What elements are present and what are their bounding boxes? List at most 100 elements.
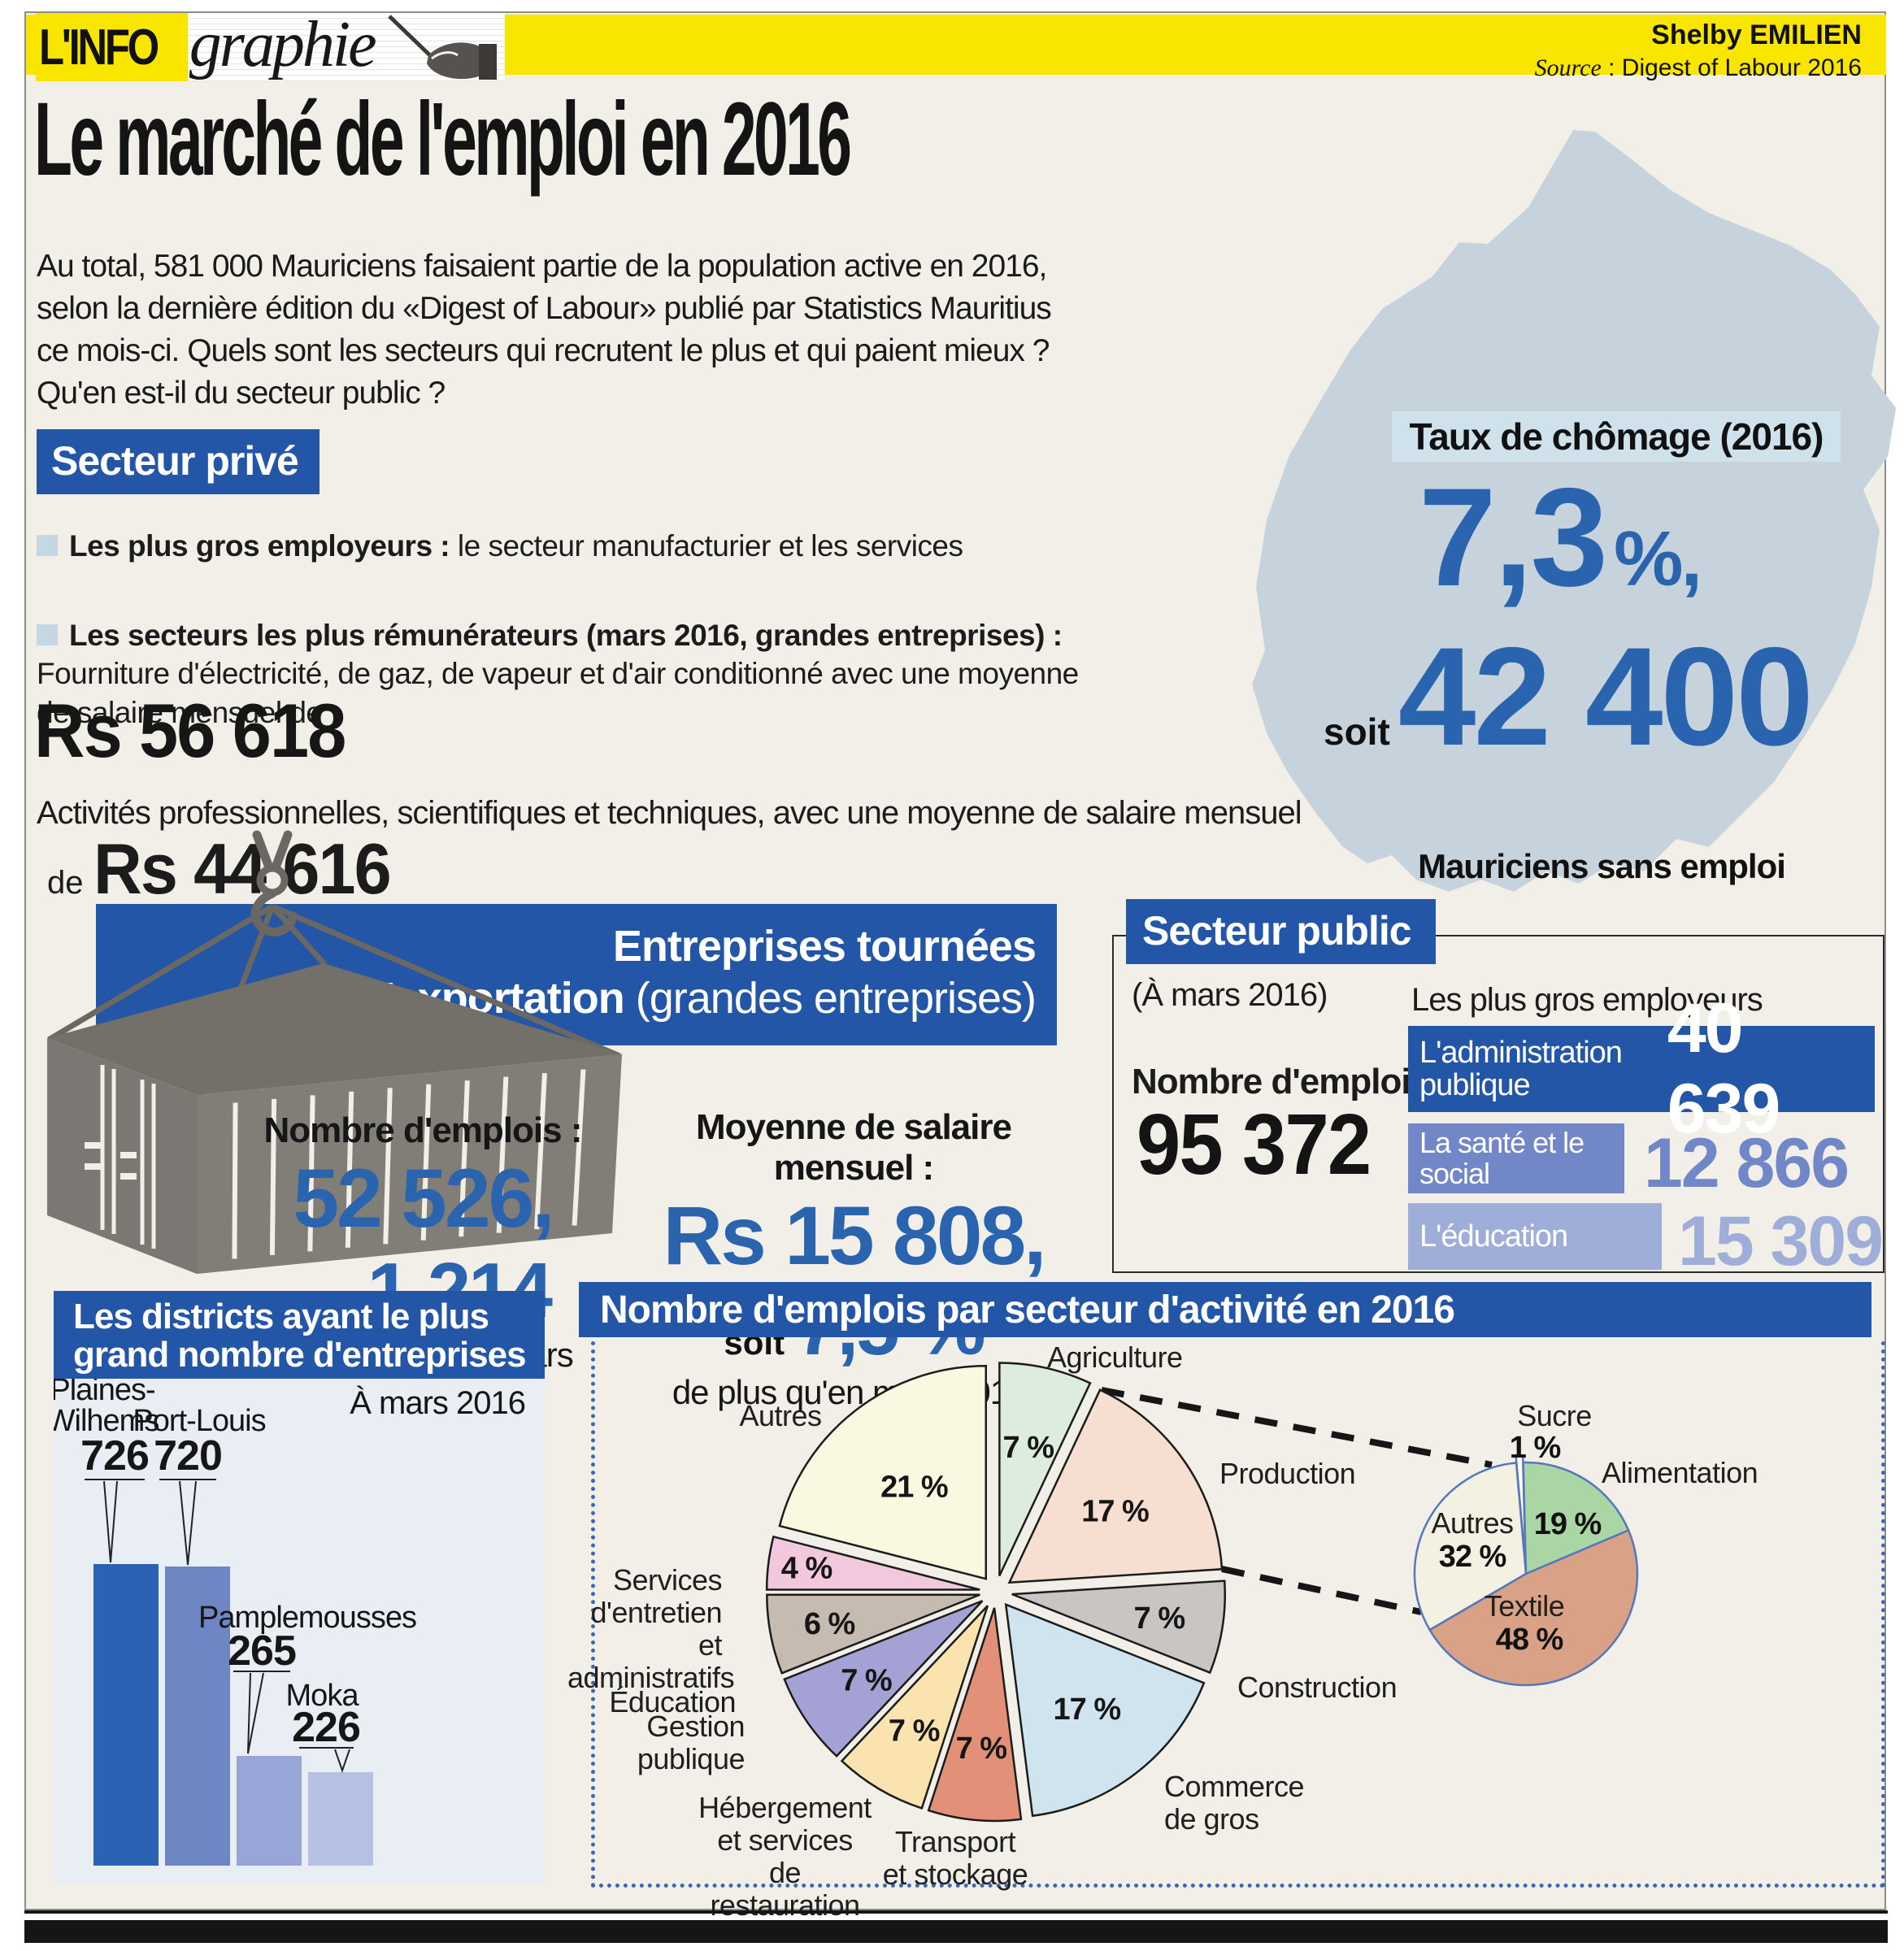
- svg-text:17 %: 17 %: [1081, 1494, 1149, 1528]
- svg-text:6 %: 6 %: [804, 1607, 855, 1641]
- svg-text:726: 726: [80, 1432, 149, 1480]
- bullet1-text: le secteur manufacturier et les services: [450, 529, 963, 563]
- rate-value: 7,3: [1419, 459, 1608, 615]
- writing-hand-icon: [387, 15, 497, 80]
- svg-text:21 %: 21 %: [880, 1470, 948, 1504]
- pie-slice-label: Transport et stockage: [882, 1825, 1028, 1891]
- export-salary-label: Moyenne de salaire mensuel :: [696, 1107, 1012, 1188]
- pie-slice-label: Services d'entretien et administratifs: [567, 1563, 735, 1694]
- employer-bar-sante: La santé et le social: [1408, 1123, 1624, 1193]
- pie-slice-label: Autres: [739, 1399, 822, 1432]
- pie-percent-label: 32 %: [1438, 1540, 1507, 1574]
- svg-text:7 %: 7 %: [956, 1732, 1007, 1766]
- bullet2-label: Les secteurs les plus rémunérateurs (mar…: [69, 619, 1063, 652]
- pie-slice-label: Hébergement et services de restauration: [698, 1791, 872, 1922]
- unemployed-count-row: soit 42 400: [1324, 616, 1814, 777]
- export-salary-value: Rs 15 808,: [663, 1189, 1046, 1282]
- public-employers-title: Les plus gros employeurs: [1411, 982, 1763, 1018]
- salary-scientific-line: Activités professionnelles, scientifique…: [37, 795, 1302, 831]
- svg-text:720: 720: [154, 1432, 222, 1480]
- salary-electricity-value: Rs 56 618: [34, 688, 346, 773]
- svg-text:Wilhems: Wilhems: [54, 1404, 159, 1438]
- bullet-square-icon: [37, 535, 58, 556]
- export-title-line1: Entreprises tournées: [612, 922, 1037, 971]
- source-credit: Source : Digest of Labour 2016: [1535, 54, 1862, 82]
- pie-slice-label: Textile: [1484, 1589, 1565, 1623]
- pie-slice-label: Commerce de gros: [1164, 1770, 1305, 1836]
- public-sector-note: (À mars 2016): [1132, 977, 1328, 1013]
- unemployed-count: 42 400: [1398, 619, 1814, 775]
- salary-scientific-value: Rs 44 616: [93, 828, 392, 909]
- svg-text:Port-Louis: Port-Louis: [133, 1404, 265, 1438]
- salary2-prefix: de: [47, 865, 84, 901]
- private-sector-badge: Secteur privé: [37, 429, 320, 494]
- employer-bar-administration: L'administration publique 40 639: [1408, 989, 1875, 1148]
- private-bullet-employers: Les plus gros employeurs : le secteur ma…: [37, 527, 1012, 565]
- unemployment-rate: 7,3 %,: [1419, 457, 1702, 618]
- pie-slice-label: Alimentation: [1602, 1456, 1758, 1489]
- public-sector-box: [1112, 935, 1884, 1273]
- districts-chart-subtitle: À mars 2016: [350, 1385, 526, 1421]
- svg-text:265: 265: [228, 1627, 296, 1675]
- footer-bar: [24, 1920, 1888, 1943]
- districts-chart-title: Les districts ayant le plus grand nombre…: [54, 1291, 545, 1379]
- employment-pie-charts: 7 % 17 % 7 % 17 % 7 % 7 % 7 % 6 % 4 % 21 %: [765, 1362, 1639, 1823]
- publication-logo: L'INFO graphie: [36, 9, 505, 81]
- cargo-container-illustration: [47, 830, 622, 1274]
- pie-slice-label: Agriculture: [1047, 1340, 1183, 1374]
- bullet2-text: Fourniture d'électricité, de gaz, de vap…: [37, 657, 1079, 729]
- employer-name: L'éducation: [1419, 1219, 1568, 1254]
- public-jobs-value: 95 372: [1137, 1097, 1371, 1193]
- private-bullet-salaries: Les secteurs les plus rémunérateurs (mar…: [37, 616, 1118, 732]
- svg-text:Pamplemousses: Pamplemousses: [198, 1601, 416, 1635]
- public-sector-badge: Secteur public: [1126, 899, 1436, 964]
- pie-slice-label: Construction: [1237, 1671, 1398, 1704]
- export-title-line2-normal: (grandes entreprises): [624, 974, 1037, 1023]
- svg-text:7 %: 7 %: [841, 1663, 892, 1697]
- mauritius-map-silhouette: [1252, 130, 1896, 892]
- intro-paragraph: Au total, 581 000 Mauriciens faisaient p…: [37, 249, 1052, 411]
- source-value: : Digest of Labour 2016: [1601, 54, 1862, 81]
- employer-value-sante: 12 866: [1644, 1124, 1850, 1202]
- svg-text:4 %: 4 %: [781, 1552, 832, 1586]
- source-label: Source: [1534, 54, 1602, 81]
- bullet1-label: Les plus gros employeurs :: [69, 529, 450, 563]
- rate-unit: %,: [1614, 515, 1702, 602]
- public-jobs-label: Nombre d'emplois :: [1132, 1062, 1450, 1102]
- pie-section-dotted-frame: [591, 1341, 1885, 1888]
- sector-pie-title: Nombre d'emplois par secteur d'activité …: [579, 1282, 1871, 1337]
- svg-text:17 %: 17 %: [1054, 1692, 1121, 1727]
- employer-name: La santé et le social: [1419, 1126, 1584, 1190]
- unemployed-caption: Mauriciens sans emploi: [1418, 847, 1786, 885]
- page-title: Le marché de l'emploi en 2016: [34, 81, 852, 198]
- footer-rule: [24, 1910, 1888, 1914]
- pie-slice-label: Autres: [1431, 1506, 1514, 1540]
- logo-chip: L'INFO: [36, 13, 188, 81]
- pie-slice-label: Production: [1219, 1457, 1356, 1490]
- pie-percent-label: 48 %: [1495, 1623, 1564, 1657]
- pie-percent-label: 1 %: [1509, 1431, 1561, 1465]
- soit-label: soit: [1324, 710, 1390, 753]
- svg-text:Moka: Moka: [286, 1679, 360, 1713]
- salary-scientific-value-row: de Rs 44 616: [47, 828, 409, 910]
- employer-value: 40 639: [1667, 989, 1781, 1148]
- export-jobs-value: 52 526,: [293, 1152, 554, 1245]
- pie-slice-label: Sucre: [1517, 1399, 1592, 1432]
- svg-text:Plaines-: Plaines-: [54, 1379, 155, 1407]
- employer-value-education: 15 309: [1678, 1202, 1884, 1280]
- svg-text:7 %: 7 %: [889, 1714, 940, 1749]
- pie-percent-label: 19 %: [1533, 1507, 1602, 1541]
- svg-text:226: 226: [292, 1704, 360, 1751]
- author-name: Shelby EMILIEN: [1651, 20, 1862, 50]
- byline: Shelby EMILIEN Source : Digest of Labour…: [1535, 20, 1862, 82]
- logo-pinstripe-panel: graphie: [187, 9, 505, 81]
- employer-bar-education: L'éducation: [1408, 1203, 1662, 1270]
- logo-prefix-text: L'INFO: [39, 19, 159, 76]
- logo-suffix-text: graphie: [189, 8, 377, 80]
- svg-text:7 %: 7 %: [1003, 1431, 1054, 1465]
- employer-name: L'administration publique: [1419, 1036, 1623, 1102]
- export-jobs-label: Nombre d'emplois :: [263, 1110, 583, 1150]
- pie-slice-label: Gestion publique: [637, 1710, 746, 1775]
